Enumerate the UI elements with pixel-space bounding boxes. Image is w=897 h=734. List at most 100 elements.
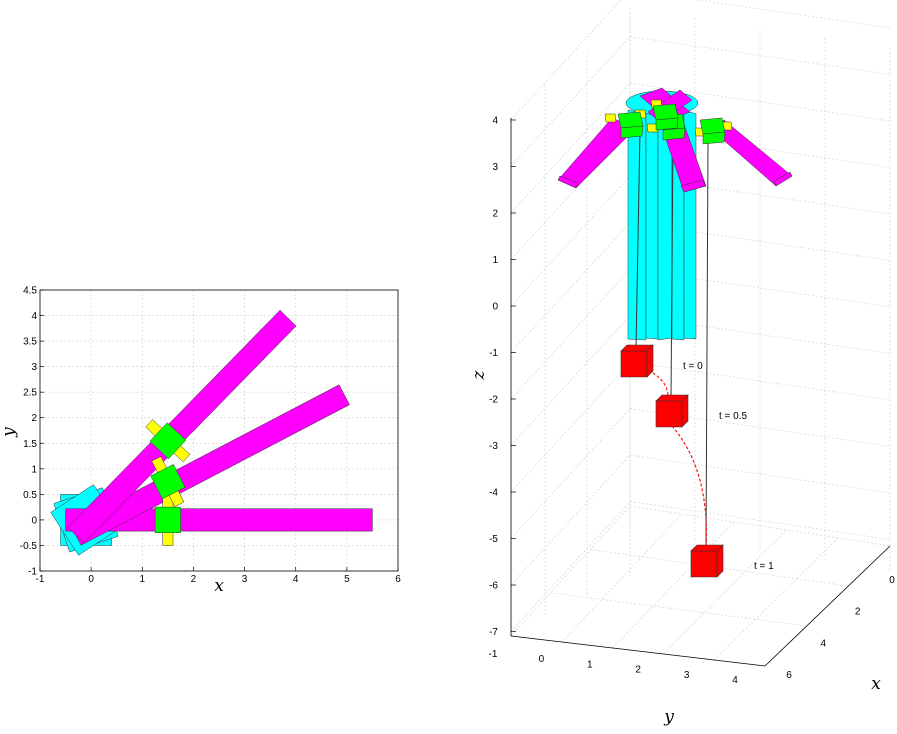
grid-line-3d — [510, 454, 631, 586]
z-tick-label: 4 — [492, 116, 498, 127]
grid-line-3d — [713, 537, 839, 661]
mass-side-face — [646, 344, 654, 378]
z-tick-label: 3 — [492, 162, 498, 173]
y-tick-label-3d: 3 — [684, 670, 690, 681]
grid-line-3d — [510, 505, 631, 637]
y-tick-labels: -1 -0.5 0 0.5 1 1.5 2 2.5 3 3.5 4 4.5 — [20, 286, 38, 578]
joint-block-3d-side — [662, 127, 686, 141]
y-tick-label: -1 — [28, 567, 37, 578]
x-tick-label-3d: 6 — [786, 670, 792, 681]
joint-block-3d-side — [655, 117, 679, 131]
grid-line-3d — [510, 268, 631, 400]
z-tick-label: 0 — [492, 302, 498, 313]
wire — [705, 141, 709, 549]
z-tick-label: -4 — [489, 488, 498, 499]
y-tick-label: 1.5 — [23, 439, 37, 450]
grid-line-3d — [510, 36, 631, 167]
x-tick-label: 6 — [395, 574, 401, 585]
grid-line-3d — [561, 513, 683, 643]
grid-line-3d — [510, 129, 631, 260]
x-tick-labels: -1 0 1 2 3 4 5 6 — [36, 574, 402, 585]
y-axis-line — [510, 635, 766, 667]
z-tick-label: -5 — [489, 534, 498, 545]
x-tick-label-3d: 0 — [889, 575, 895, 586]
time-label: t = 0.5 — [719, 411, 748, 422]
x-axis-label-3d: x — [871, 674, 881, 694]
joint-block-3d-side — [702, 131, 726, 145]
z-tick-label: -1 — [489, 348, 498, 359]
link-47deg — [67, 309, 297, 544]
time-label: t = 1 — [754, 561, 774, 572]
x-tick-label: 4 — [293, 574, 299, 585]
grid-line-3d — [550, 592, 807, 627]
x-tick-label-3d: 2 — [855, 607, 861, 618]
x-tick-labels-3d: 0 2 4 6 — [786, 575, 895, 681]
grid-line-3d — [510, 0, 622, 121]
y-tick-label: 1 — [31, 464, 37, 475]
x-tick-label: 3 — [242, 574, 248, 585]
grid-line-3d — [510, 82, 631, 214]
link-right-end — [773, 171, 793, 187]
y-tick-label: 0 — [31, 515, 37, 526]
joint-block-3d — [617, 111, 644, 129]
y-tick-label-3d: 4 — [732, 675, 738, 686]
z-tick-label: -6 — [489, 581, 498, 592]
y-tick-label-3d: 0 — [539, 654, 545, 665]
grid-line-3d — [510, 315, 631, 446]
y-axis-label-3d: y — [663, 707, 674, 727]
joint-block-3d-side — [620, 125, 644, 139]
wire — [670, 137, 674, 399]
grid-line-3d — [510, 175, 631, 307]
grid-line-3d — [612, 521, 735, 649]
wire — [635, 129, 641, 349]
mass-front-face — [620, 350, 648, 378]
z-tick-label: 2 — [492, 209, 498, 220]
joint-pin-3d — [604, 113, 617, 123]
y-axis-label: y — [0, 427, 19, 438]
grid-line-3d — [590, 548, 849, 587]
link-front-end — [680, 179, 707, 193]
3d-grid-lines — [510, 0, 891, 667]
mass-side-face — [681, 394, 689, 428]
y-tick-label-3d: 2 — [635, 665, 641, 676]
mass-front-face — [655, 400, 683, 428]
y-tick-labels-3d: -1 0 1 2 3 4 — [489, 649, 739, 686]
z-tick-label: 1 — [492, 255, 498, 266]
grid-line-3d — [510, 408, 631, 539]
mass-front-face — [690, 550, 718, 578]
x-axis-label: x — [214, 576, 224, 596]
z-tick-label: -3 — [489, 441, 498, 452]
z-axis-label: z — [469, 369, 489, 380]
x-tick-label: 5 — [344, 574, 350, 585]
x-tick-label: -1 — [36, 574, 45, 585]
grid-line-3d — [663, 529, 787, 655]
suspension-wires — [635, 129, 709, 549]
plot-frame — [39, 289, 399, 572]
x-tick-label-3d: 4 — [821, 638, 827, 649]
3d-links — [557, 87, 793, 193]
mass-trajectory — [643, 367, 707, 549]
joint-pin-3d — [646, 123, 659, 133]
z-tick-label: -7 — [489, 627, 498, 638]
joint-block — [149, 422, 187, 460]
link-left-end — [557, 175, 579, 189]
y-tick-label: 3.5 — [23, 337, 37, 348]
y-tick-label: 0.5 — [23, 490, 37, 501]
joint-block — [154, 506, 181, 533]
y-tick-label: -0.5 — [20, 541, 38, 552]
y-tick-label: 4 — [31, 311, 37, 322]
y-tick-label: 4.5 — [23, 286, 37, 297]
time-label: t = 0 — [683, 361, 703, 372]
grid-line-3d — [510, 501, 631, 632]
z-tick-labels: -7 -6 -5 -4 -3 -2 -1 0 1 2 3 4 — [489, 116, 516, 638]
grid-line-3d — [510, 361, 631, 493]
link-0deg — [65, 508, 373, 532]
x-tick-label: 1 — [140, 574, 146, 585]
joint-block — [150, 464, 186, 500]
x-axis-line — [764, 545, 891, 667]
y-tick-label: 3 — [31, 362, 37, 373]
column-face — [645, 109, 659, 340]
y-tick-label-3d: -1 — [489, 649, 498, 660]
